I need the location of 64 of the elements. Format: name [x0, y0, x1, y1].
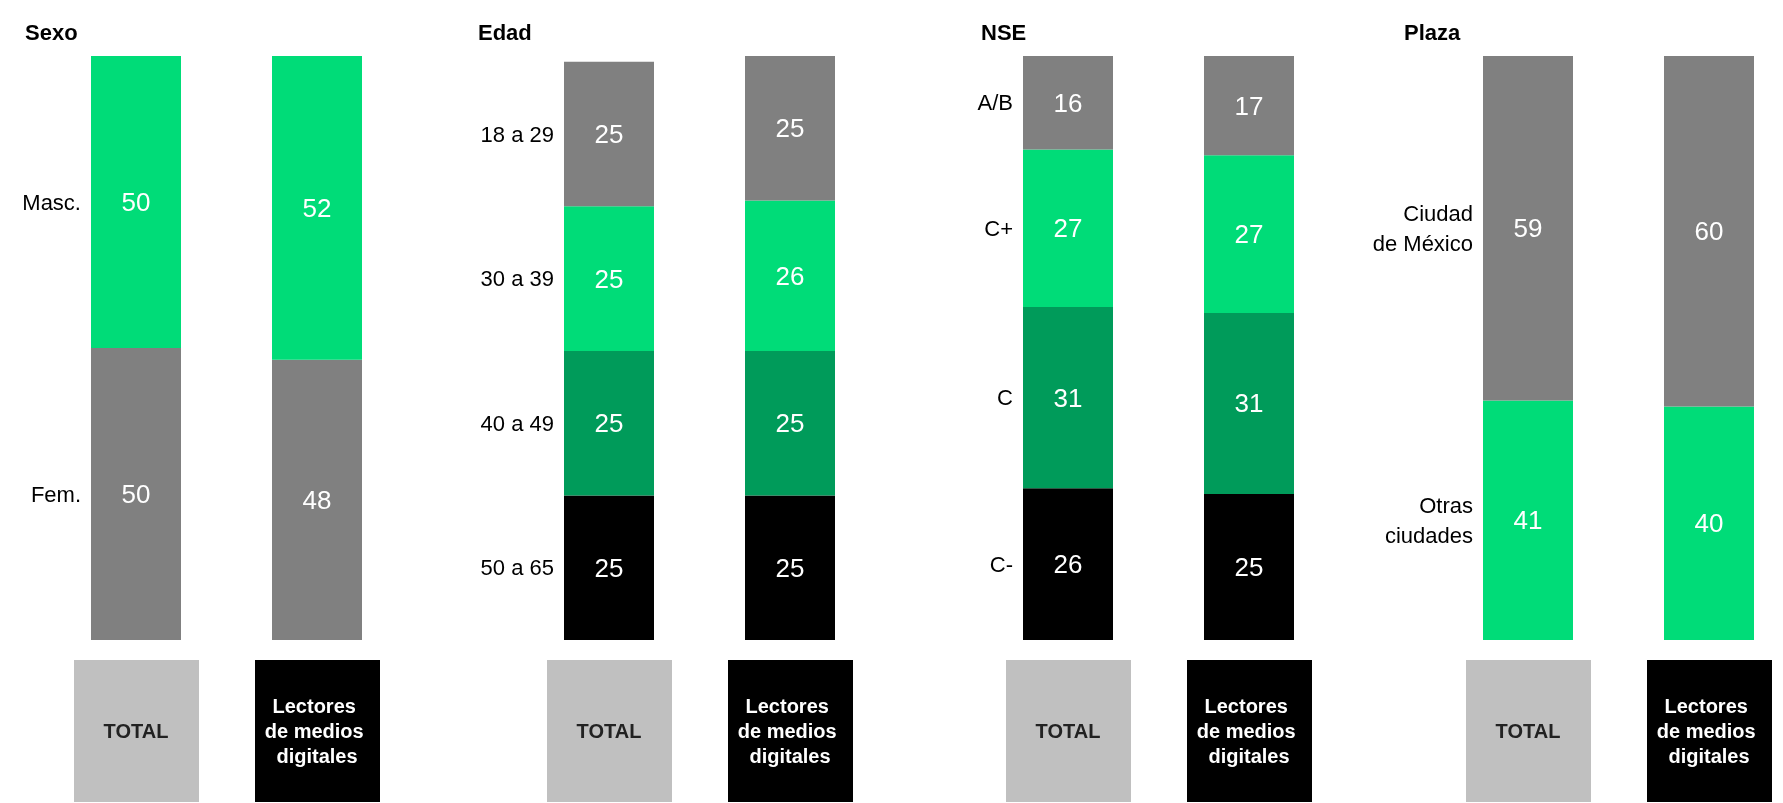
bar	[745, 350, 835, 496]
data-label: 25	[594, 119, 624, 150]
data-label: 25	[594, 552, 624, 583]
data-label: 26	[1053, 549, 1083, 580]
bar	[1023, 149, 1113, 308]
data-label: 27	[1053, 213, 1083, 244]
bar	[1023, 488, 1113, 640]
series-label: C+	[984, 215, 1013, 241]
series-label: 30 a 39	[480, 266, 554, 292]
data-label: 50	[121, 187, 151, 217]
series-label: 50 a 65	[480, 555, 554, 581]
bar	[1204, 155, 1294, 313]
x-tick-label: TOTAL	[103, 720, 169, 742]
series-label: C	[997, 385, 1014, 411]
data-label: 31	[1053, 382, 1083, 413]
data-label: 25	[594, 263, 624, 294]
x-tick-label: Lectores de medios digitales	[264, 695, 370, 767]
series-label: 18 a 29	[480, 121, 554, 147]
data-label: 16	[1053, 87, 1083, 118]
bar	[1204, 494, 1294, 640]
data-label: 25	[1234, 552, 1264, 582]
bar	[1204, 312, 1294, 494]
data-label: 48	[302, 484, 332, 515]
bar	[564, 350, 654, 496]
x-tick-label: Lectores de medios digitales	[1656, 695, 1762, 767]
data-label: 25	[594, 408, 624, 439]
chart-title: Edad	[478, 19, 532, 45]
data-label: 52	[302, 192, 332, 223]
series-label: C-	[989, 551, 1013, 577]
x-tick-label: TOTAL	[576, 720, 642, 742]
data-label: 60	[1694, 216, 1724, 247]
series-label: A/B	[977, 90, 1013, 116]
bar	[745, 495, 835, 640]
chart-title: Sexo	[25, 19, 78, 45]
data-label: 41	[1513, 505, 1543, 536]
data-label: 27	[1234, 219, 1264, 250]
data-label: 40	[1694, 508, 1724, 539]
bar	[564, 61, 654, 207]
data-label: 17	[1234, 90, 1264, 121]
chart-title: NSE	[981, 19, 1027, 45]
x-tick-label: TOTAL	[1495, 720, 1561, 742]
chart-title: Plaza	[1404, 19, 1462, 45]
bar	[1023, 56, 1113, 150]
x-tick-label: Lectores de medios digitales	[1196, 695, 1302, 767]
bar	[745, 200, 835, 351]
bar	[1023, 307, 1113, 489]
data-label: 25	[775, 113, 805, 144]
series-label: Otras ciudades	[1384, 492, 1473, 548]
data-label: 25	[775, 408, 805, 439]
bar	[564, 206, 654, 351]
data-label: 25	[775, 552, 805, 583]
data-label: 26	[775, 260, 805, 291]
data-label: 31	[1234, 388, 1264, 419]
x-tick-label: TOTAL	[1035, 720, 1101, 742]
series-label: Masc.	[22, 189, 81, 215]
x-tick-label: Lectores de medios digitales	[737, 695, 843, 767]
bar	[1204, 56, 1294, 156]
bar	[745, 56, 835, 201]
series-label: 40 a 49	[480, 410, 554, 436]
series-label: Ciudad de México	[1372, 200, 1473, 256]
data-label: 50	[121, 479, 151, 509]
bar	[564, 495, 654, 640]
data-label: 59	[1513, 213, 1543, 244]
series-label: Fem.	[30, 481, 81, 507]
